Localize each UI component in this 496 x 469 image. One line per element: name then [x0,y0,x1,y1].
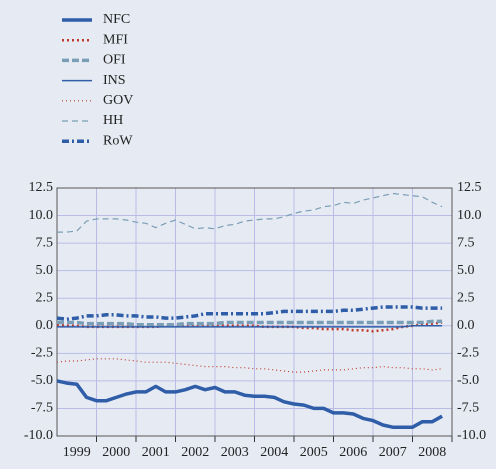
legend-label: INS [103,73,126,88]
y-tick-label: -10.0 [24,428,53,443]
x-tick-label: 2004 [260,445,288,460]
y2-tick-label: 0.0 [457,318,475,333]
x-tick-label: 2008 [418,445,446,460]
x-tick-label: 2006 [339,445,367,460]
y-tick-label: 10.0 [29,208,54,223]
legend-label: OFI [103,53,126,68]
x-tick-label: 2000 [102,445,130,460]
y2-tick-label: 10.0 [457,208,482,223]
y-tick-label: 12.5 [29,180,54,195]
y-tick-label: 7.5 [36,235,54,250]
y2-tick-label: -7.5 [457,401,479,416]
y2-tick-label: 7.5 [457,235,475,250]
series-line [57,319,443,327]
plot-frame [56,187,453,437]
y-tick-label: 2.5 [36,290,54,305]
y-tick-label: -2.5 [31,346,53,361]
x-tick-label: 1999 [63,445,91,460]
legend-label: GOV [103,93,133,108]
series-line [57,325,443,328]
series-line [56,321,443,333]
y-tick-label: 0.0 [36,318,54,333]
y2-tick-label: 12.5 [457,180,482,195]
series-line [57,192,443,233]
y-tick-label: -7.5 [31,401,53,416]
y-tick-label: -5.0 [31,373,53,388]
x-tick-label: 2001 [142,445,170,460]
series-line [56,305,443,321]
x-tick-label: 2002 [181,445,209,460]
x-tick-label: 2007 [379,445,407,460]
series-line [56,379,443,429]
legend-label: RoW [103,133,133,148]
y2-tick-label: -2.5 [457,346,479,361]
y-tick-label: 5.0 [36,263,54,278]
legend-label: MFI [103,32,128,47]
x-tick-label: 2003 [221,445,249,460]
series-line [56,358,443,373]
y2-tick-label: -10.0 [457,428,486,443]
y2-tick-label: 5.0 [457,263,475,278]
x-tick-label: 2005 [300,445,328,460]
y2-tick-label: -5.0 [457,373,479,388]
y2-tick-label: 2.5 [457,290,475,305]
legend-label: NFC [103,12,130,27]
legend-label: HH [103,113,123,128]
